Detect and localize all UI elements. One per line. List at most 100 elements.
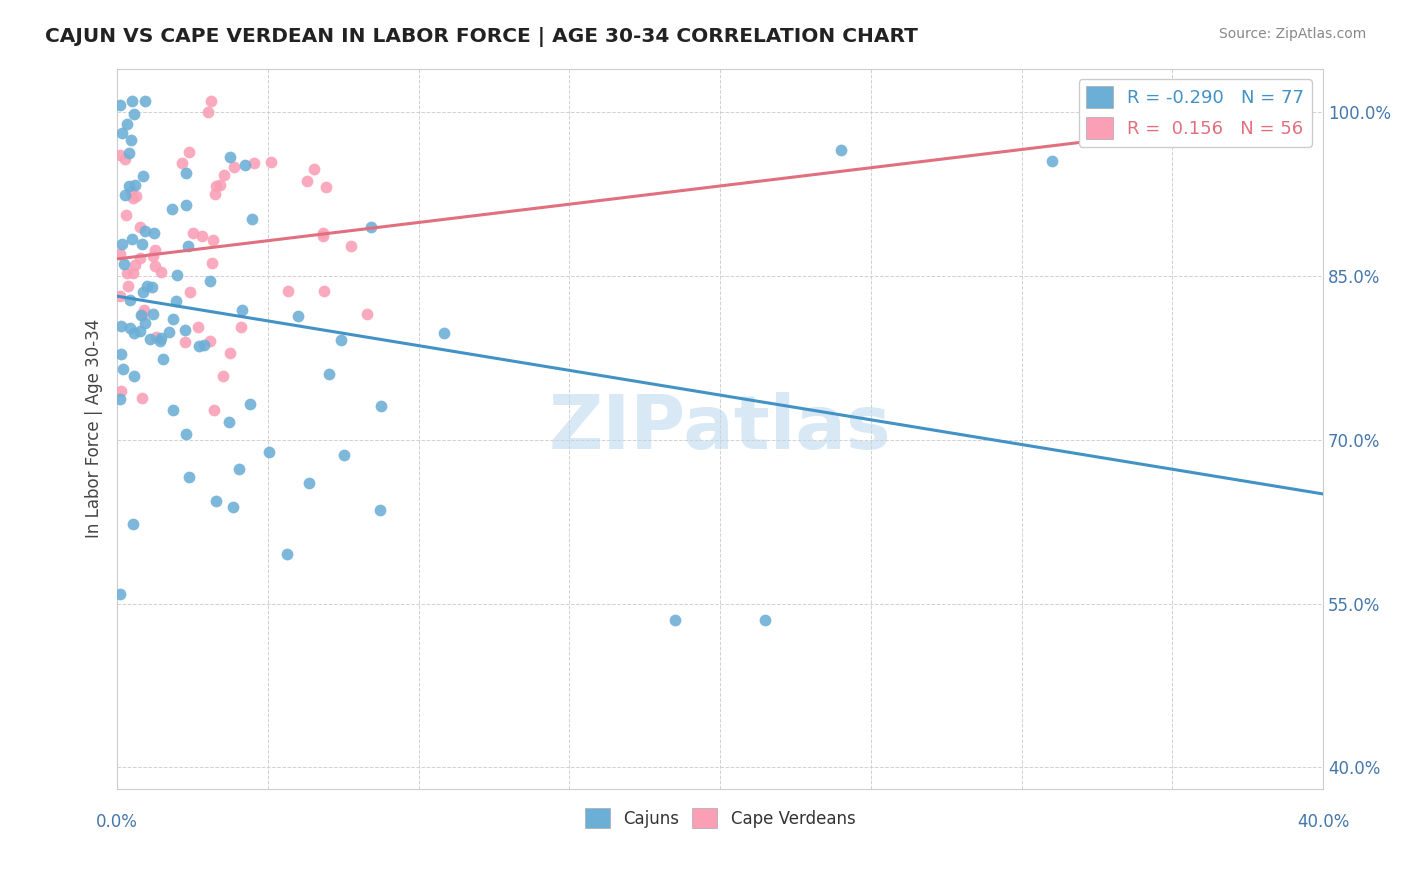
Point [228, 461, 250, 475]
Point [222, 500, 245, 515]
Point [139, 332, 162, 346]
Point [312, 226, 335, 240]
Point [260, 154, 283, 169]
Point [111, 237, 134, 252]
Point [118, 321, 141, 335]
Point [121, 516, 143, 531]
Point [181, 226, 204, 240]
Point [149, 330, 172, 344]
Point [188, 339, 211, 353]
Point [110, 318, 132, 333]
Point [212, 368, 235, 383]
Point [122, 266, 145, 280]
Point [197, 105, 219, 120]
Point [295, 174, 318, 188]
Point [287, 310, 309, 324]
Point [166, 268, 188, 282]
Point [134, 302, 156, 317]
Point [173, 323, 195, 337]
Point [108, 289, 131, 303]
Point [179, 145, 201, 159]
Point [176, 198, 198, 212]
Point [110, 384, 132, 398]
Point [134, 224, 156, 238]
Point [111, 126, 134, 140]
Point [239, 397, 262, 411]
Point [132, 169, 155, 184]
Point [830, 144, 852, 158]
Point [108, 587, 131, 601]
Point [122, 190, 145, 204]
Point [131, 236, 153, 251]
Point [231, 319, 253, 334]
Point [370, 503, 392, 517]
Point [142, 249, 165, 263]
Point [142, 307, 165, 321]
Point [174, 166, 197, 180]
Point [298, 475, 321, 490]
Point [162, 311, 184, 326]
Point [187, 320, 209, 334]
Point [218, 346, 240, 360]
Point [145, 330, 167, 344]
Point [177, 470, 200, 484]
Point [122, 326, 145, 340]
Point [204, 187, 226, 202]
Text: 40.0%: 40.0% [1296, 814, 1350, 831]
Point [124, 259, 146, 273]
Point [108, 392, 131, 406]
Point [121, 232, 143, 246]
Point [118, 293, 141, 308]
Point [134, 316, 156, 330]
Point [110, 347, 132, 361]
Point [129, 308, 152, 322]
Point [231, 303, 253, 318]
Point [121, 95, 143, 109]
Point [172, 156, 194, 170]
Point [315, 180, 337, 194]
Point [205, 494, 228, 508]
Text: 0.0%: 0.0% [96, 814, 138, 831]
Point [212, 168, 235, 182]
Point [122, 368, 145, 383]
Text: ZIPatlas: ZIPatlas [548, 392, 891, 466]
Point [179, 285, 201, 300]
Point [162, 403, 184, 417]
Point [243, 156, 266, 170]
Point [202, 402, 225, 417]
Point [340, 239, 363, 253]
Point [208, 178, 231, 192]
Point [218, 150, 240, 164]
Point [754, 613, 776, 627]
Point [198, 274, 221, 288]
Point [124, 178, 146, 193]
Point [131, 308, 153, 322]
Point [149, 334, 172, 348]
Point [108, 148, 131, 162]
Point [276, 547, 298, 561]
Point [190, 229, 212, 244]
Point [201, 256, 224, 270]
Point [108, 247, 131, 261]
Point [257, 445, 280, 459]
Point [115, 208, 138, 222]
Point [240, 211, 263, 226]
Point [112, 257, 135, 271]
Point [114, 152, 136, 166]
Legend: Cajuns, Cape Verdeans: Cajuns, Cape Verdeans [578, 801, 862, 835]
Point [312, 229, 335, 244]
Point [129, 220, 152, 235]
Point [277, 285, 299, 299]
Point [115, 266, 138, 280]
Point [122, 107, 145, 121]
Point [135, 279, 157, 293]
Point [200, 95, 222, 109]
Point [433, 326, 456, 341]
Point [356, 307, 378, 321]
Point [115, 117, 138, 131]
Point [117, 145, 139, 160]
Point [131, 391, 153, 405]
Point [304, 161, 326, 176]
Point [108, 98, 131, 112]
Point [152, 351, 174, 366]
